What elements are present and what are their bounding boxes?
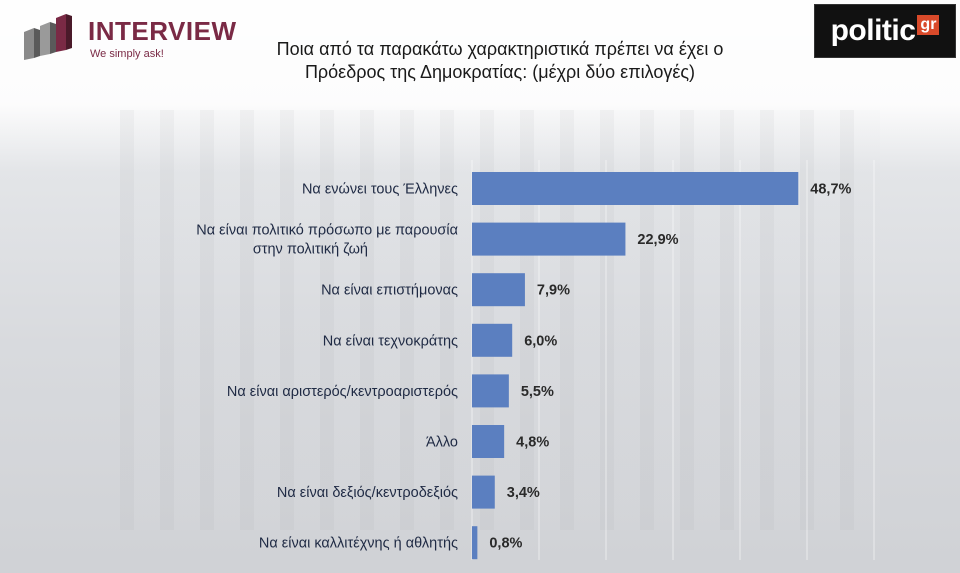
bar-3 bbox=[472, 323, 513, 357]
interview-brand-name: INTERVIEW bbox=[88, 16, 237, 46]
category-label-5: Άλλο bbox=[426, 435, 458, 451]
value-label-1: 22,9% bbox=[637, 232, 678, 248]
interview-logo-bars-icon bbox=[24, 14, 72, 60]
category-label-1: Να είναι πολιτικό πρόσωπο με παρουσία στη… bbox=[196, 223, 458, 258]
politic-logo: politic gr bbox=[814, 4, 956, 58]
value-label-2: 7,9% bbox=[537, 283, 570, 299]
bar-4 bbox=[472, 374, 509, 408]
interview-logo: INTERVIEW We simply ask! bbox=[22, 10, 242, 65]
bar-6 bbox=[472, 475, 495, 509]
interview-tagline: We simply ask! bbox=[90, 48, 164, 60]
category-label-0: Να ενώνει τους Έλληνες bbox=[302, 182, 458, 198]
category-label-7: Να είναι καλλιτέχνης ή αθλητής bbox=[259, 536, 458, 552]
value-label-0: 48,7% bbox=[810, 182, 851, 198]
chart-labels: 48,7% Να ενώνει τους Έλληνες 22,9% Να είναι… bbox=[196, 182, 851, 552]
value-label-4: 5,5% bbox=[521, 384, 554, 400]
politic-brand-name: politic bbox=[830, 14, 916, 47]
category-label-2: Να είναι επιστήμονας bbox=[321, 283, 458, 299]
bar-0 bbox=[472, 172, 799, 205]
value-label-6: 3,4% bbox=[507, 485, 540, 501]
bar-5 bbox=[472, 425, 505, 458]
value-label-3: 6,0% bbox=[524, 333, 557, 349]
chart-title: Ποια από τα παρακάτω χαρακτηριστικά πρέπ… bbox=[276, 39, 724, 82]
chart-bars bbox=[472, 172, 799, 560]
category-label-4: Να είναι αριστερός/κεντροαριστερός bbox=[227, 384, 458, 400]
value-label-5: 4,8% bbox=[516, 435, 549, 451]
politic-brand-suffix: gr bbox=[917, 15, 940, 35]
bar-7 bbox=[472, 526, 478, 560]
category-label-3: Να είναι τεχνοκράτης bbox=[323, 333, 458, 349]
bar-2 bbox=[472, 273, 525, 307]
category-label-6: Να είναι δεξιός/κεντροδεξιός bbox=[277, 485, 458, 501]
bar-1 bbox=[472, 222, 626, 256]
value-label-7: 0,8% bbox=[489, 536, 522, 552]
